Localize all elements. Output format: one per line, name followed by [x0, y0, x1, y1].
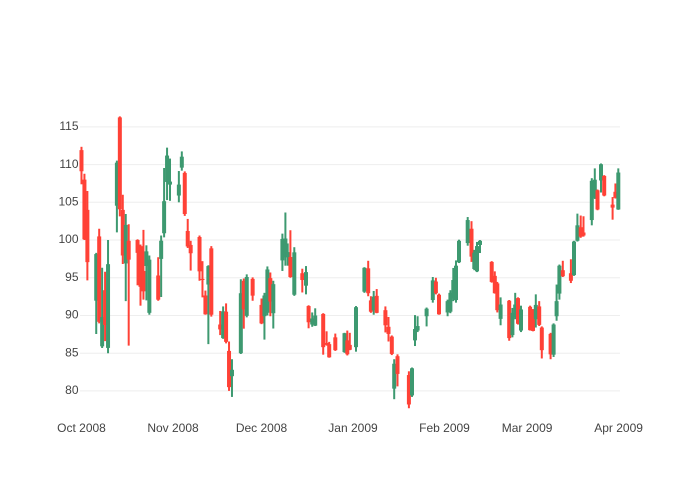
svg-text:Jan 2009: Jan 2009	[328, 421, 378, 435]
svg-text:80: 80	[65, 383, 79, 397]
svg-text:115: 115	[59, 119, 78, 133]
svg-text:Feb 2009: Feb 2009	[419, 421, 470, 435]
svg-text:95: 95	[65, 270, 79, 284]
svg-text:110: 110	[59, 157, 78, 171]
svg-text:Oct 2008: Oct 2008	[57, 421, 106, 435]
svg-text:105: 105	[58, 195, 78, 209]
svg-text:Dec 2008: Dec 2008	[236, 421, 288, 435]
svg-text:Nov 2008: Nov 2008	[147, 421, 199, 435]
svg-text:Mar 2009: Mar 2009	[502, 421, 553, 435]
svg-text:100: 100	[58, 232, 78, 246]
svg-text:90: 90	[65, 308, 79, 322]
svg-text:85: 85	[65, 345, 79, 359]
svg-text:Apr 2009: Apr 2009	[594, 421, 643, 435]
